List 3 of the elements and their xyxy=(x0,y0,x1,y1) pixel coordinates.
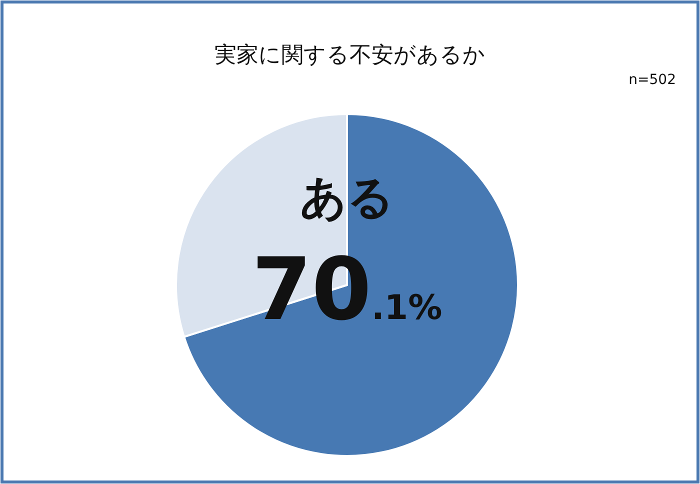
chart-title: 実家に関する不安があるか xyxy=(214,43,486,68)
text: n=502 xyxy=(628,72,676,88)
slice-label: ある xyxy=(300,170,394,224)
